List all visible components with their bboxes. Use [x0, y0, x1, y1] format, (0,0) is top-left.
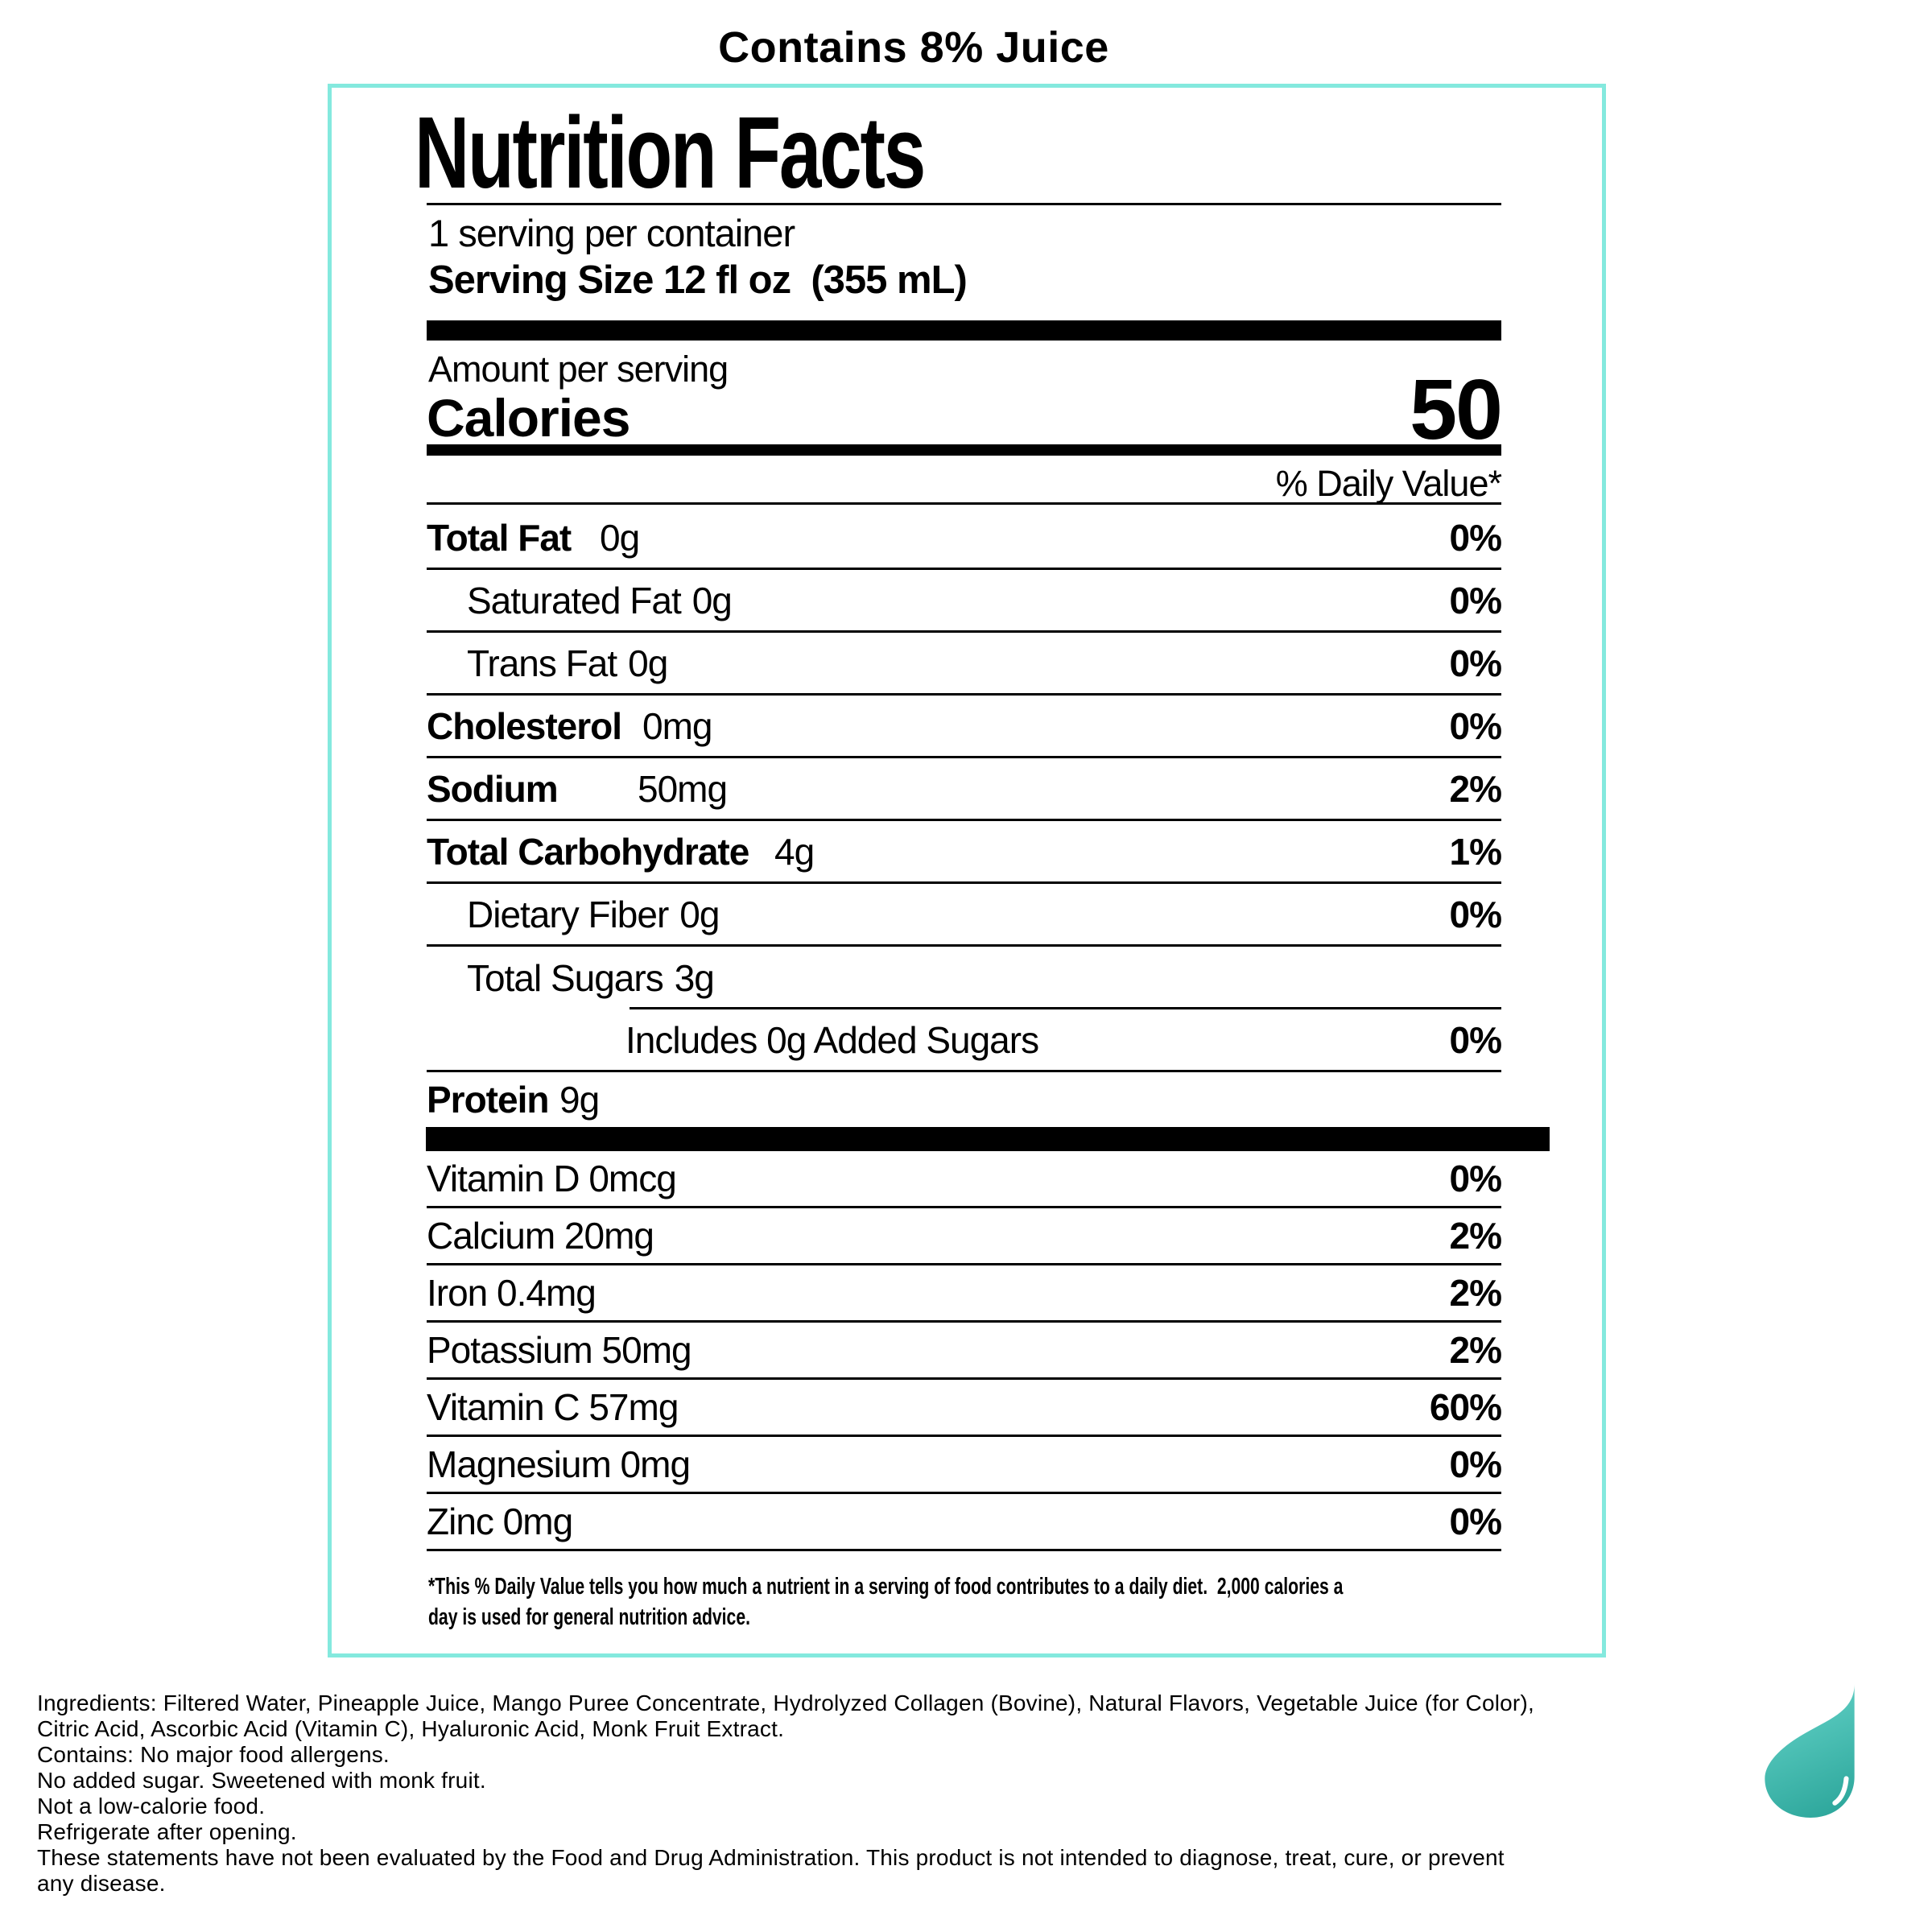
footnote-line: day is used for general nutrition advice…	[428, 1604, 750, 1630]
separator-bar-medium	[427, 444, 1501, 456]
nutrient-row-trans-fat: Trans Fat 0g 0%	[427, 633, 1502, 696]
vitamin-row-zinc: Zinc 0mg 0%	[427, 1494, 1502, 1551]
indented-divider	[630, 1007, 1501, 1009]
nutrient-dv: 0%	[1449, 642, 1502, 684]
nutrient-name: Total Sugars	[467, 957, 664, 999]
nutrient-row-added-sugars: Includes 0g Added Sugars 0%	[427, 1009, 1502, 1072]
nutrient-dv: 1%	[1449, 830, 1502, 873]
vitamin-dv: 2%	[1449, 1272, 1502, 1314]
nutrient-amount: 3g	[674, 957, 715, 999]
fda-disclaimer-line: These statements have not been evaluated…	[37, 1845, 1505, 1870]
nutrient-name: Cholesterol	[427, 704, 622, 747]
vitamin-name: Vitamin D 0mcg	[427, 1158, 677, 1199]
water-droplet-icon	[1765, 1684, 1855, 1818]
nutrient-row-sodium: Sodium 50mg 2%	[427, 758, 1502, 821]
separator-bar-protein	[426, 1127, 1550, 1151]
nutrient-amount: 0g	[600, 516, 640, 559]
nutrient-row-dietary-fiber: Dietary Fiber 0g 0%	[427, 884, 1502, 947]
vitamin-name: Magnesium 0mg	[427, 1443, 691, 1485]
nutrient-dv: 0%	[1449, 1018, 1502, 1061]
nutrient-dv: 0%	[1449, 516, 1502, 559]
nutrient-row-total-carbohydrate: Total Carbohydrate 4g 1%	[427, 821, 1502, 884]
allergens-line: Contains: No major food allergens.	[37, 1742, 390, 1767]
nutrient-name: Trans Fat	[467, 642, 617, 684]
vitamin-name: Calcium 20mg	[427, 1215, 654, 1257]
separator-bar-thick	[427, 320, 1501, 341]
vitamin-dv: 0%	[1449, 1501, 1502, 1542]
vitamin-row-magnesium: Magnesium 0mg 0%	[427, 1437, 1502, 1494]
vitamin-name: Vitamin C 57mg	[427, 1386, 679, 1428]
servings-per-container: 1 serving per container	[428, 212, 795, 254]
nutrient-row-total-sugars: Total Sugars 3g	[427, 947, 1501, 1009]
serving-size: Serving Size 12 fl oz (355 mL)	[428, 258, 968, 302]
calories-label: Calories	[427, 388, 630, 448]
nutrient-row-saturated-fat: Saturated Fat 0g 0%	[427, 570, 1502, 633]
footnote-line: *This % Daily Value tells you how much a…	[428, 1574, 1344, 1600]
nutrient-name: Includes 0g Added Sugars	[625, 1018, 1039, 1061]
nutrient-row-cholesterol: Cholesterol 0mg 0%	[427, 696, 1502, 758]
vitamin-name: Zinc 0mg	[427, 1501, 573, 1542]
nutrient-row-total-fat: Total Fat 0g 0%	[427, 507, 1502, 570]
nutrient-rows: Total Fat 0g 0% Saturated Fat 0g 0% Trans …	[427, 507, 1502, 1126]
vitamin-dv: 2%	[1449, 1215, 1502, 1257]
vitamin-name: Iron 0.4mg	[427, 1272, 597, 1314]
nutrient-name: Saturated Fat	[467, 579, 682, 621]
fda-disclaimer-line: any disease.	[37, 1871, 166, 1896]
nutrient-name: Total Fat	[427, 516, 572, 559]
vitamin-dv: 0%	[1449, 1443, 1502, 1485]
nutrient-dv: 2%	[1449, 767, 1502, 810]
nutrient-row-protein: Protein 9g	[427, 1072, 1501, 1126]
nutrient-name: Sodium	[427, 767, 559, 810]
nutrient-dv: 0%	[1449, 893, 1502, 935]
nutrient-dv: 0%	[1449, 579, 1502, 621]
nutrient-name: Total Carbohydrate	[427, 830, 749, 873]
vitamin-row-vitamin-c: Vitamin C 57mg 60%	[427, 1380, 1502, 1437]
vitamin-dv: 0%	[1449, 1158, 1502, 1199]
daily-value-footnote: *This % Daily Value tells you how much a…	[428, 1571, 1507, 1633]
nutrient-dv: 0%	[1449, 704, 1502, 747]
amount-per-serving-label: Amount per serving	[428, 349, 729, 390]
calories-value: 50	[1410, 362, 1503, 458]
ingredients-line: Ingredients: Filtered Water, Pineapple J…	[37, 1690, 1534, 1715]
nutrient-amount: 0g	[679, 893, 720, 935]
vitamin-row-potassium: Potassium 50mg 2%	[427, 1323, 1502, 1380]
nutrition-facts-box: Nutrition Facts 1 serving per container …	[328, 84, 1606, 1657]
vitamin-rows: Vitamin D 0mcg 0% Calcium 20mg 2% Iron 0…	[427, 1151, 1502, 1551]
refrigerate-line: Refrigerate after opening.	[37, 1819, 297, 1844]
nutrient-amount: 9g	[559, 1078, 600, 1121]
vitamin-dv: 2%	[1449, 1329, 1502, 1371]
nutrient-amount: 0mg	[642, 704, 712, 747]
calories-row: Calories 50	[427, 362, 1503, 458]
not-low-calorie-line: Not a low-calorie food.	[37, 1794, 266, 1818]
title-divider	[427, 203, 1501, 205]
nutrient-amount: 50mg	[638, 767, 728, 810]
vitamin-row-iron: Iron 0.4mg 2%	[427, 1265, 1502, 1323]
ingredients-and-disclaimers: Ingredients: Filtered Water, Pineapple J…	[37, 1690, 1534, 1897]
nutrient-name: Protein	[427, 1078, 549, 1121]
vitamin-dv: 60%	[1429, 1386, 1502, 1428]
nutrient-amount: 0g	[628, 642, 668, 684]
no-added-sugar-line: No added sugar. Sweetened with monk frui…	[37, 1768, 486, 1793]
nutrient-name: Dietary Fiber	[467, 893, 669, 935]
nutrient-amount: 4g	[774, 830, 815, 873]
contains-juice-note: Contains 8% Juice	[718, 23, 1109, 72]
nutrition-facts-title: Nutrition Facts	[415, 96, 926, 209]
vitamin-row-vitamin-d: Vitamin D 0mcg 0%	[427, 1151, 1502, 1208]
ingredients-line: Citric Acid, Ascorbic Acid (Vitamin C), …	[37, 1716, 785, 1741]
nutrient-amount: 0g	[691, 579, 733, 621]
vitamin-name: Potassium 50mg	[427, 1329, 692, 1371]
daily-value-header: % Daily Value*	[427, 456, 1502, 505]
vitamin-row-calcium: Calcium 20mg 2%	[427, 1208, 1502, 1265]
